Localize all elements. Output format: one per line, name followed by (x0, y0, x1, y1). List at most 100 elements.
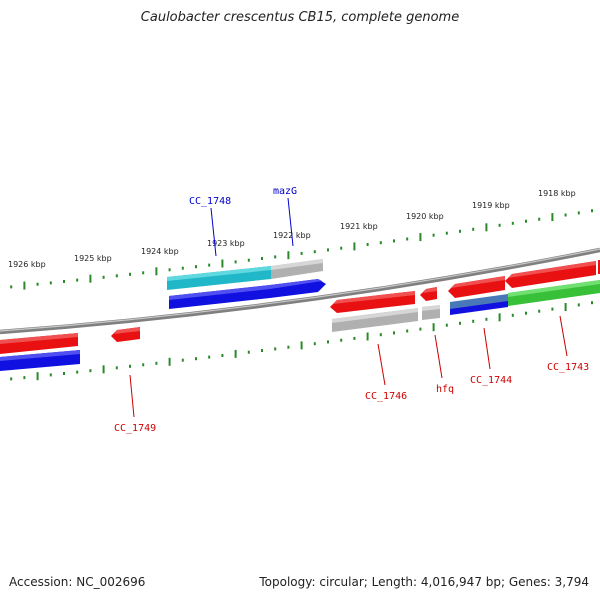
outer-ring-minor-tick (102, 275, 105, 279)
accession-text: Accession: NC_002696 (9, 575, 146, 589)
inner-ring-minor-tick (23, 376, 26, 380)
gene-cc1744-steel[interactable] (450, 294, 508, 311)
inner-ring-major-tick (36, 372, 39, 381)
gene-cc1746-gray-shine (332, 308, 418, 323)
reverse-strand-genes (0, 287, 440, 371)
inner-ring-major-tick (432, 323, 435, 332)
outer-ring-major-tick (353, 242, 356, 251)
inner-ring-minor-tick (419, 327, 422, 331)
tick-label-1925: 1925 kbp (74, 254, 112, 263)
outer-ring-minor-tick (525, 219, 527, 223)
outer-ring-minor-tick (261, 257, 263, 260)
inner-tick-ring (10, 301, 593, 381)
outer-ring-minor-tick (459, 229, 461, 233)
genome-info-text: Topology: circular; Length: 4,016,947 bp… (259, 575, 589, 589)
outer-ring-minor-tick (49, 281, 52, 285)
leader-cc1746 (377, 343, 386, 386)
outer-ring-minor-tick (366, 243, 369, 246)
gene-label-cc1744[interactable]: CC_1744 (470, 375, 512, 386)
outer-tick-ring (10, 209, 593, 290)
inner-ring-minor-tick (142, 363, 145, 367)
outer-ring-minor-tick (63, 280, 65, 283)
gene-label-hfq[interactable]: hfq (436, 384, 454, 395)
inner-ring-minor-tick (129, 364, 131, 368)
inner-ring-minor-tick (340, 338, 343, 342)
gene-labels: CC_1748 mazG CC_1749 CC_1746 hfq CC_1744… (114, 186, 589, 434)
leader-hfq (434, 334, 443, 379)
gene-cc1744-blue[interactable] (450, 301, 508, 315)
gene-hfq-gray-shine (422, 305, 440, 311)
outer-ring-major-tick (23, 281, 26, 290)
outer-ring-major-tick (221, 259, 224, 268)
inner-ring-minor-tick (591, 301, 593, 305)
inner-ring-minor-tick (208, 355, 211, 359)
outer-ring-major-tick (89, 274, 92, 283)
outer-ring-minor-tick (168, 268, 171, 272)
outer-ring-minor-tick (10, 285, 13, 289)
inner-ring-minor-tick (181, 358, 184, 362)
inner-ring-minor-tick (525, 311, 527, 315)
gene-label-cc1746[interactable]: CC_1746 (365, 391, 407, 402)
outer-ring-minor-tick (511, 221, 514, 225)
gene-left-red-shine (0, 333, 78, 344)
outer-ring-minor-tick (76, 278, 79, 282)
inner-ring-minor-tick (393, 331, 395, 335)
outer-ring-minor-tick (129, 272, 131, 276)
genome-backbone-highlight (0, 248, 600, 332)
outer-ring-minor-tick (142, 271, 145, 275)
leader-cc1743 (559, 315, 568, 357)
leader-cc1748 (210, 207, 217, 257)
inner-ring-minor-tick (459, 321, 461, 325)
outer-ring-minor-tick (327, 248, 329, 252)
outer-ring-minor-tick (498, 223, 501, 227)
outer-ring-minor-tick (340, 246, 343, 250)
inner-ring-major-tick (366, 332, 369, 341)
inner-ring-major-tick (102, 365, 105, 374)
tick-label-1920: 1920 kbp (406, 212, 444, 221)
tick-label-1918: 1918 kbp (538, 189, 576, 198)
inner-ring-minor-tick (247, 350, 250, 354)
tick-labels: 1918 kbp 1919 kbp 1920 kbp 1921 kbp 1922… (8, 189, 576, 269)
forward-strand-genes (167, 259, 600, 315)
outer-ring-minor-tick (234, 260, 237, 264)
outer-ring-minor-tick (393, 239, 395, 243)
leader-cc1744 (483, 327, 491, 370)
inner-ring-major-tick (300, 341, 303, 350)
outer-ring-major-tick (419, 233, 422, 242)
inner-ring-minor-tick (327, 340, 329, 344)
inner-ring-major-tick (234, 349, 237, 358)
inner-ring-minor-tick (472, 319, 475, 323)
outer-ring-minor-tick (379, 241, 382, 245)
outer-ring-minor-tick (115, 274, 118, 278)
inner-ring-minor-tick (406, 329, 409, 333)
gene-cc1748-cyan-shine (167, 266, 271, 281)
outer-ring-minor-tick (538, 217, 541, 221)
gene-mazg-blue-shine (270, 279, 322, 289)
inner-ring-minor-tick (538, 309, 541, 313)
gene-label-mazg[interactable]: mazG (273, 186, 297, 197)
outer-ring-major-tick (485, 223, 488, 232)
gene-label-cc1743[interactable]: CC_1743 (547, 362, 589, 373)
outer-ring-major-tick (287, 251, 290, 260)
inner-ring-minor-tick (274, 347, 277, 351)
inner-ring-minor-tick (577, 303, 580, 307)
outer-ring-major-tick (155, 267, 158, 276)
outer-ring-minor-tick (406, 237, 409, 241)
gene-label-cc1748[interactable]: CC_1748 (189, 196, 231, 207)
inner-ring-minor-tick (49, 373, 52, 377)
leader-cc1749 (129, 374, 135, 418)
inner-ring-minor-tick (221, 354, 224, 357)
gene-left-blue-shine (0, 350, 80, 361)
inner-ring-minor-tick (155, 361, 158, 365)
inner-ring-minor-tick (76, 370, 79, 374)
gene-mazg-gray-shine (271, 259, 323, 270)
inner-ring-minor-tick (511, 313, 514, 317)
inner-ring-minor-tick (287, 345, 290, 349)
tick-label-1923: 1923 kbp (207, 239, 245, 248)
outer-ring-minor-tick (36, 282, 39, 286)
inner-ring-minor-tick (115, 366, 118, 370)
gene-label-cc1749[interactable]: CC_1749 (114, 423, 156, 434)
outer-ring-minor-tick (300, 251, 303, 255)
gene-cc1748-blue-shine (169, 285, 270, 300)
